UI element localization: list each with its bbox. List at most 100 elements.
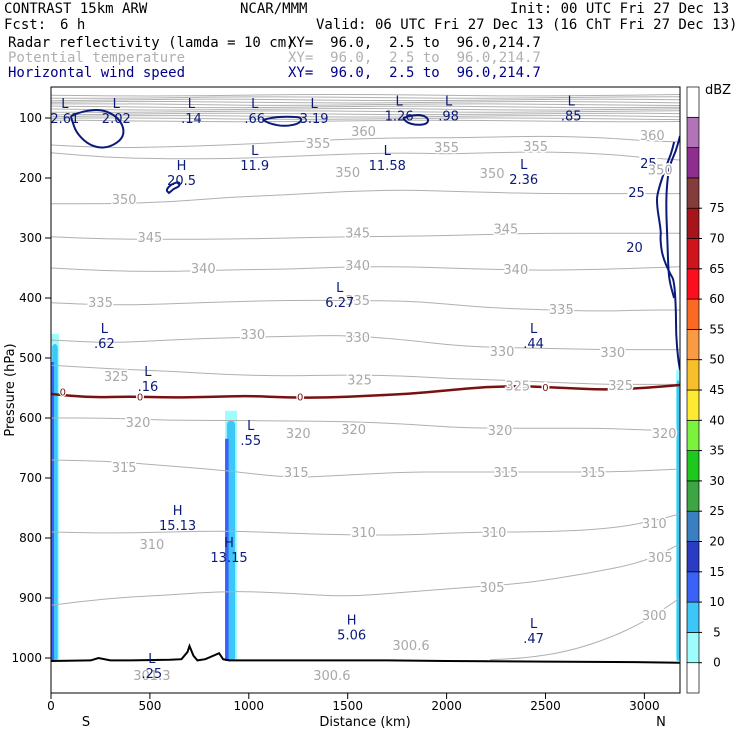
isentrope-line	[51, 93, 680, 97]
isentrope-line	[51, 119, 680, 123]
wind-label-bg	[627, 184, 646, 199]
init-time: Init: 00 UTC Fri 27 Dec 13	[510, 1, 730, 17]
isentrope-line	[51, 364, 680, 385]
isentrope-line	[51, 100, 680, 104]
wind-contour-label: 20	[626, 241, 643, 256]
plot-area	[51, 87, 680, 693]
isentrope-label: 325	[347, 374, 372, 389]
wind-speed-contour	[262, 115, 303, 127]
y-tick-label: 900	[19, 591, 42, 605]
reflectivity-core-strong	[51, 362, 54, 661]
isentrope-label: 310	[351, 526, 376, 541]
colorbar-swatch	[686, 419, 700, 451]
colorbar-swatch	[686, 268, 700, 300]
extremum-marker: L	[445, 94, 453, 109]
colorbar-level-label: 5	[713, 625, 721, 639]
isentrope-label: 300.6	[313, 669, 350, 684]
isentrope-label: 335	[88, 296, 113, 311]
extremum-marker: L	[113, 97, 121, 112]
isentrope-label: 355	[523, 140, 548, 155]
colorbar-swatch	[686, 116, 700, 148]
extremum-value: 3.19	[300, 112, 329, 127]
isentrope-line	[51, 103, 680, 106]
extremum-value: .98	[438, 109, 459, 124]
extremum-marker: L	[530, 617, 538, 632]
isentrope-label: 360	[640, 129, 665, 144]
extremum-marker: L	[336, 281, 344, 296]
model-name: CONTRAST 15km ARW	[4, 1, 148, 17]
isentrope-line	[51, 135, 680, 149]
isentrope-label: 320	[341, 423, 366, 438]
x-tick-label: 3000	[629, 699, 660, 713]
isentrope-label: 335	[345, 294, 370, 309]
x-tick-label: 500	[138, 699, 161, 713]
forecast-label: Fcst:	[4, 17, 47, 33]
isentrope-label: 345	[494, 222, 519, 237]
colorbar-swatch	[686, 298, 700, 330]
x-axis-south-label: S	[82, 715, 90, 730]
y-tick-label: 400	[19, 291, 42, 305]
colorbar-swatch	[686, 662, 700, 694]
isentrope-line	[51, 266, 680, 272]
colorbar-level-label: 50	[709, 353, 724, 367]
x-axis-north-label: N	[656, 715, 666, 730]
colorbar-unit: dBZ	[705, 83, 731, 98]
field-xy-reflectivity: XY= 96.0, 2.5 to 96.0,214.7	[288, 35, 541, 51]
isentrope-label: 310	[482, 526, 507, 541]
isentrope-label: 305	[648, 551, 673, 566]
extremum-value: .47	[523, 632, 544, 647]
extremum-marker: L	[530, 322, 538, 337]
isentrope-label: 335	[549, 303, 574, 318]
isentrope-line	[51, 513, 680, 536]
isentrope-line	[51, 543, 680, 606]
isentrope-label: 300	[642, 609, 667, 624]
x-tick-label: 1500	[332, 699, 363, 713]
freezing-label-bg	[517, 381, 526, 392]
isentrope-line	[51, 417, 680, 432]
y-tick-label: 800	[19, 531, 42, 545]
isentrope-label: 350	[648, 164, 673, 179]
extremum-value: 2.36	[509, 173, 538, 188]
wind-speed-contour	[165, 181, 181, 195]
freezing-label-bg	[136, 391, 145, 402]
colorbar-swatch	[686, 510, 700, 542]
isentrope-line	[51, 108, 680, 111]
extremum-marker: L	[144, 365, 152, 380]
isentrope-label: 330	[490, 345, 515, 360]
colorbar-level-label: 0	[713, 656, 721, 670]
y-tick-label: 300	[19, 231, 42, 245]
colorbar-level-label: 45	[709, 383, 724, 397]
organization: NCAR/MMM	[240, 1, 308, 17]
extremum-marker: H	[177, 159, 187, 174]
isentrope-label: 325	[505, 380, 530, 395]
isentrope-label: 330	[345, 331, 370, 346]
extremum-marker: L	[148, 652, 156, 667]
colorbar-swatch	[686, 238, 700, 270]
y-tick-label: 200	[19, 171, 42, 185]
wind-contour-label: 25	[640, 157, 657, 172]
field-name-theta: Potential temperature	[8, 50, 186, 66]
isentrope-label: 355	[306, 137, 331, 152]
extremum-marker: L	[101, 322, 109, 337]
isentrope-label: 300.6	[392, 639, 429, 654]
extremum-marker: H	[173, 504, 183, 519]
colorbar-level-label: 10	[709, 595, 724, 609]
y-tick-label: 100	[19, 111, 42, 125]
extremum-marker: L	[520, 158, 528, 173]
isentrope-line	[51, 98, 680, 102]
freezing-label: 0	[60, 388, 66, 399]
colorbar: 0 5 10 15 20 25 30 35 40 45 50 55 60 65 70 75	[686, 86, 725, 694]
field-name-wind: Horizontal wind speed	[8, 65, 186, 81]
colorbar-swatch	[686, 450, 700, 482]
isentrope-line	[51, 112, 680, 116]
isentrope-label: 340	[503, 263, 528, 278]
field-xy-theta: XY= 96.0, 2.5 to 96.0,214.7	[288, 50, 541, 66]
wind-contour-label: 25	[628, 186, 645, 201]
colorbar-swatch	[686, 359, 700, 391]
isentrope-line	[51, 110, 680, 113]
valid-time: Valid: 06 UTC Fri 27 Dec 13 (16 ChT Fri …	[316, 17, 738, 33]
isentrope-line	[51, 117, 680, 121]
isentrope-label: 325	[608, 379, 633, 394]
colorbar-swatch	[686, 147, 700, 179]
